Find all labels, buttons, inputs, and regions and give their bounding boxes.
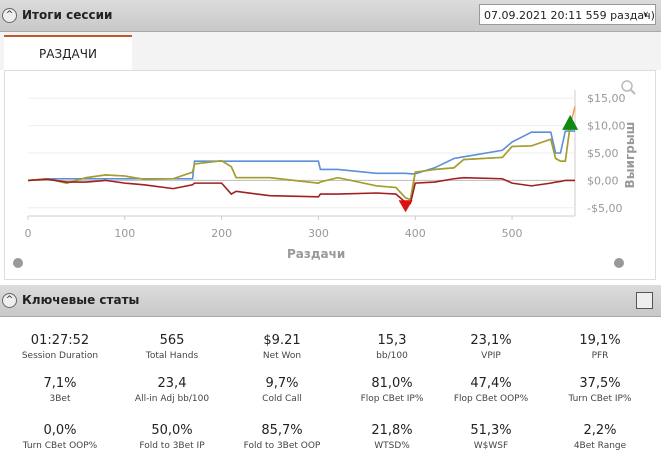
collapse-button[interactable]: ^ (2, 8, 17, 23)
stat-value: 85,7% (261, 423, 303, 438)
select-text: 07.09.2021 20:11 559 раздач) (484, 9, 655, 22)
stat-label: Cold Call (262, 394, 302, 404)
session-select[interactable]: 07.09.2021 20:11 559 раздач) ∨ (479, 4, 656, 25)
stats-title: Ключевые статы (22, 293, 140, 307)
stat-label: Turn CBet IP% (568, 394, 632, 404)
stat-label: Flop CBet OOP% (453, 394, 529, 404)
stat: 565 Total Hands (117, 333, 227, 361)
stat: 01:27:52 Session Duration (5, 333, 115, 361)
stat-label: Net Won (262, 351, 302, 361)
stat-value: 21,8% (371, 423, 413, 438)
stat-label: W$WSF (473, 441, 509, 451)
stat-value: 19,1% (579, 333, 621, 348)
collapse-button[interactable]: ^ (2, 293, 17, 308)
stat-label: Flop CBet IP% (360, 394, 424, 404)
stat-label: Total Hands (145, 351, 199, 361)
stat-value: 565 (159, 333, 185, 348)
stat: 50,0% Fold to 3Bet IP (117, 423, 227, 451)
chart-box (4, 70, 656, 280)
stat-label: All-in Adj bb/100 (134, 394, 210, 404)
stat-value: 51,3% (470, 423, 512, 438)
stat: 9,7% Cold Call (227, 376, 337, 404)
stat-value: $9.21 (263, 333, 301, 348)
stat-value: 81,0% (371, 376, 413, 391)
stat-label: 3Bet (49, 394, 71, 404)
stat: 37,5% Turn CBet IP% (545, 376, 655, 404)
stat-value: 2,2% (583, 423, 617, 438)
stat: 2,2% 4Bet Range (545, 423, 655, 451)
stat-label: VPIP (481, 351, 501, 361)
stat-label: Fold to 3Bet IP (139, 441, 205, 451)
stat: 23,4 All-in Adj bb/100 (117, 376, 227, 404)
stat-value: 0,0% (43, 423, 77, 438)
stat-label: Session Duration (21, 351, 99, 361)
stat-value: 23,4 (157, 376, 187, 391)
stat: 23,1% VPIP (436, 333, 546, 361)
stat: 47,4% Flop CBet OOP% (436, 376, 546, 404)
stat-label: bb/100 (376, 351, 408, 361)
stat-label: PFR (591, 351, 609, 361)
stat-value: 01:27:52 (30, 333, 90, 348)
header-title: Итоги сессии (22, 8, 113, 22)
stat-value: 7,1% (43, 376, 77, 391)
stat: $9.21 Net Won (227, 333, 337, 361)
layout-button[interactable] (636, 292, 653, 309)
session-header: ^ Итоги сессии 07.09.2021 20:11 559 разд… (0, 0, 661, 32)
stat: 7,1% 3Bet (5, 376, 115, 404)
stat: 85,7% Fold to 3Bet OOP (227, 423, 337, 451)
stat: 51,3% W$WSF (436, 423, 546, 451)
stat-value: 15,3 (377, 333, 407, 348)
stat-value: 9,7% (265, 376, 299, 391)
stat-value: 50,0% (151, 423, 193, 438)
stat: 81,0% Flop CBet IP% (337, 376, 447, 404)
stat-label: 4Bet Range (573, 441, 627, 451)
stat: 19,1% PFR (545, 333, 655, 361)
stat: 0,0% Turn CBet OOP% (5, 423, 115, 451)
stat-value: 37,5% (579, 376, 621, 391)
stat-label: Fold to 3Bet OOP (243, 441, 321, 451)
tab[interactable]: РАЗДАЧИ (4, 35, 132, 71)
stat-value: 47,4% (470, 376, 512, 391)
stat: 21,8% WTSD% (337, 423, 447, 451)
stats-header: ^ Ключевые статы (0, 285, 661, 317)
dropdown-arrow: ∨ (642, 10, 649, 20)
stat-label: WTSD% (374, 441, 410, 451)
stat-value: 23,1% (470, 333, 512, 348)
stat-label: Turn CBet OOP% (22, 441, 98, 451)
stat: 15,3 bb/100 (337, 333, 447, 361)
